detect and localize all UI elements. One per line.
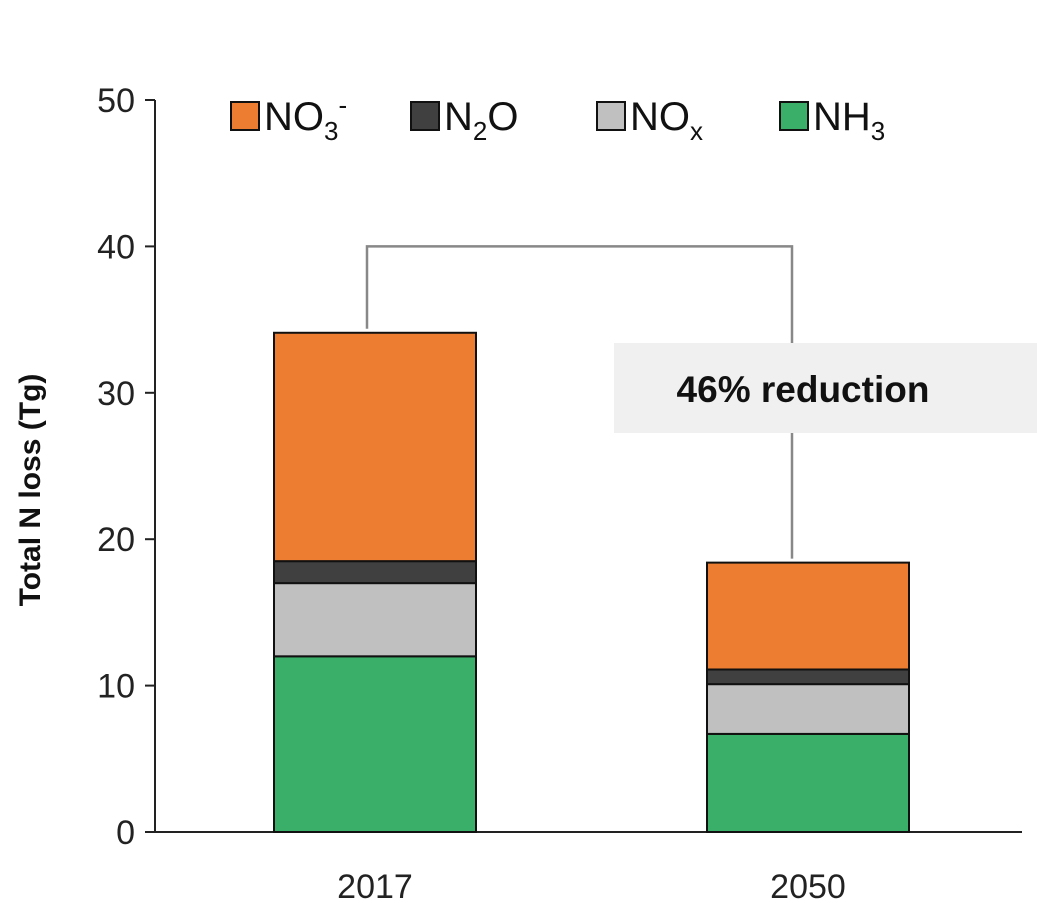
y-tick-label: 40 (97, 228, 135, 266)
reduction-label-box (614, 343, 1037, 433)
bar-segment-nh3-2017 (273, 655, 477, 833)
reduction-label: 46% reduction (677, 369, 930, 410)
legend-label: NO3- (264, 90, 347, 146)
legend: NO3- N2O NOx NH3 (230, 90, 885, 146)
annotation: 46% reduction (365, 245, 1037, 559)
x-tick-label: 2017 (337, 868, 413, 903)
y-tick-label: 50 (97, 82, 135, 120)
legend-swatch (410, 101, 440, 131)
legend-label: NOx (630, 95, 703, 146)
x-tick-label: 2050 (770, 868, 846, 903)
bar-segment-n2o-2050 (706, 668, 910, 686)
bar-segment-nox-2050 (706, 683, 910, 735)
y-axis-label: Total N loss (Tg) (14, 374, 47, 607)
y-tick-label: 20 (97, 521, 135, 559)
bar-segment-nox-2017 (273, 582, 477, 658)
legend-label: N2O (444, 95, 518, 146)
y-tick-label: 0 (116, 814, 135, 852)
bar-segment-no3-2050 (706, 561, 910, 671)
bar-segment-no3-2017 (273, 331, 477, 563)
bars (273, 331, 910, 833)
bar-segment-nh3-2050 (706, 732, 910, 833)
y-tick-label: 30 (97, 375, 135, 413)
legend-label: NH3 (813, 95, 885, 146)
legend-swatch (230, 101, 260, 131)
legend-swatch (779, 101, 809, 131)
bar-segment-n2o-2017 (273, 560, 477, 585)
legend-swatch (596, 101, 626, 131)
axes: 0 10 20 30 40 50 2017 2050 (97, 82, 1022, 903)
y-tick-label: 10 (97, 668, 135, 706)
